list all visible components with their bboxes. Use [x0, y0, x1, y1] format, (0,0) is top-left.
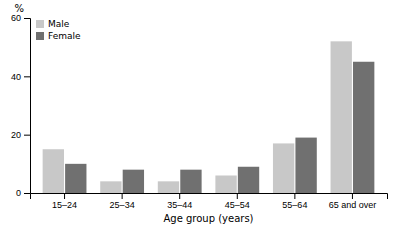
bar — [238, 167, 259, 193]
x-tick: 45–54 — [225, 193, 250, 210]
x-tick-label: 35–44 — [167, 200, 192, 210]
y-tick-label: 0 — [16, 188, 21, 198]
x-tick: 35–44 — [167, 193, 192, 210]
bar — [100, 181, 121, 193]
bar — [123, 170, 144, 193]
legend-swatch — [36, 20, 44, 28]
x-tick-label: 65 and over — [329, 200, 377, 210]
legend-item: Male — [36, 19, 70, 29]
y-tick-label: 60 — [11, 13, 21, 23]
x-tick-mark — [294, 193, 295, 199]
x-axis: 15–24 25–34 35–44 45–54 55–64 65 and over — [31, 193, 388, 210]
y-axis-title: % — [14, 3, 24, 14]
x-tick: 15–24 — [52, 193, 77, 210]
y-tick-label: 20 — [11, 130, 21, 140]
y-axis-line — [24, 19, 31, 194]
y-tick-mark — [24, 193, 30, 194]
x-tick: 65 and over — [329, 193, 377, 210]
chart: 0 20 40 60 15–24 25–34 35–44 45–54 55–64 65 and o… — [0, 0, 397, 227]
bar — [331, 41, 352, 193]
x-tick-label: 25–34 — [110, 200, 135, 210]
legend-swatch — [36, 32, 44, 40]
series — [43, 41, 352, 193]
bar — [180, 170, 201, 193]
x-tick-label: 15–24 — [52, 200, 77, 210]
bar — [295, 138, 316, 193]
x-axis-title: Age group (years) — [163, 213, 253, 224]
x-tick-label: 45–54 — [225, 200, 250, 210]
legend-label: Male — [48, 19, 70, 29]
x-tick-mark — [352, 193, 353, 199]
bar — [353, 62, 374, 193]
x-tick-label: 55–64 — [282, 200, 307, 210]
x-tick-mark — [64, 193, 65, 199]
y-tick-mark — [24, 76, 30, 77]
bar — [158, 181, 179, 193]
bar — [273, 143, 294, 193]
y-tick: 0 — [16, 188, 30, 198]
x-tick: 55–64 — [282, 193, 307, 210]
series — [65, 62, 374, 193]
x-tick: 25–34 — [110, 193, 135, 210]
legend-label: Female — [48, 31, 81, 41]
x-tick-mark — [122, 193, 123, 199]
y-tick-mark — [24, 135, 30, 136]
y-axis: 0 20 40 60 — [11, 13, 31, 198]
y-tick-label: 40 — [11, 72, 21, 82]
y-tick: 60 — [11, 13, 30, 23]
x-tick-mark — [237, 193, 238, 199]
legend-item: Female — [36, 31, 81, 41]
legend: Male Female — [36, 19, 81, 41]
x-tick-mark — [179, 193, 180, 199]
y-tick: 20 — [11, 130, 30, 140]
bars — [43, 41, 375, 193]
bar — [43, 149, 64, 193]
bar — [215, 176, 236, 194]
y-tick: 40 — [11, 72, 30, 82]
bar — [65, 164, 86, 193]
x-axis-line — [31, 194, 388, 200]
y-tick-mark — [24, 18, 30, 19]
plot: 0 20 40 60 15–24 25–34 35–44 45–54 55–64 65 and o… — [11, 13, 388, 210]
